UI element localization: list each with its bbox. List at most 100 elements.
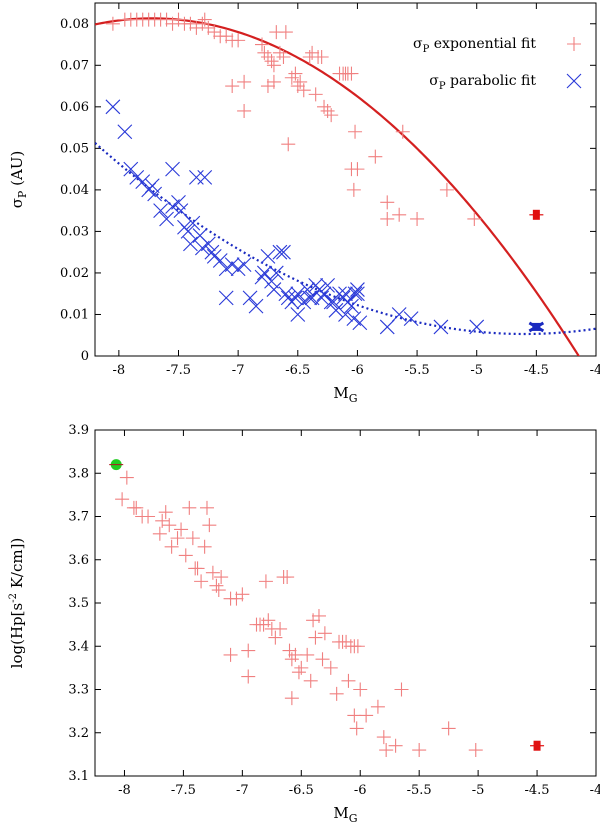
data-point <box>282 643 297 658</box>
data-point <box>211 583 226 598</box>
data-point <box>350 639 365 654</box>
x-tick-label: -4 <box>590 363 600 378</box>
data-point <box>237 103 252 118</box>
data-point <box>317 626 332 641</box>
data-point <box>320 103 335 118</box>
data-point <box>353 682 368 697</box>
y-tick-label: 3.1 <box>68 769 89 784</box>
legend-sub: P <box>439 81 446 92</box>
y-tick-label: 0.08 <box>60 17 89 32</box>
data-point <box>391 307 407 322</box>
data-point <box>329 686 344 701</box>
x-tick-label: -5 <box>472 783 485 798</box>
data-point <box>328 302 344 318</box>
data-point <box>379 319 395 335</box>
legend-swatch <box>566 73 582 89</box>
data-point <box>144 178 160 194</box>
data-point <box>296 294 312 310</box>
legend-sigma: σ <box>413 36 423 52</box>
data-point <box>164 539 179 554</box>
data-point <box>344 66 359 81</box>
data-point <box>338 307 353 322</box>
data-point <box>152 526 167 541</box>
data-point <box>410 211 425 226</box>
data-point <box>235 587 250 602</box>
data-point <box>171 12 186 27</box>
data-point <box>123 161 139 177</box>
data-point <box>273 621 288 636</box>
data-point <box>189 170 204 185</box>
data-point <box>288 647 303 662</box>
red-highlight-marker <box>533 740 541 751</box>
data-point <box>260 79 275 94</box>
plot-frame-2 <box>94 429 597 777</box>
green-highlight <box>109 459 124 471</box>
data-point <box>344 162 359 177</box>
y-axis-label-sigma: σ <box>8 198 26 208</box>
x-tick-label: -6.5 <box>289 783 314 798</box>
data-point <box>346 311 362 327</box>
legend-text: parabolic fit <box>446 73 537 89</box>
data-point <box>171 194 186 210</box>
data-point <box>288 290 303 306</box>
data-point <box>218 261 234 277</box>
y-tick-label: 3.8 <box>68 466 89 481</box>
data-point <box>197 539 212 554</box>
data-point <box>439 182 454 197</box>
data-point <box>291 665 306 680</box>
data-point <box>261 613 276 628</box>
data-point <box>441 721 456 736</box>
y-tick-label: 3.3 <box>68 683 89 698</box>
data-point <box>344 298 359 314</box>
y-axis-label: log(Hp[s-2 K/cm]) <box>8 538 26 669</box>
data-point <box>202 518 217 533</box>
series-plus-2 <box>115 470 483 758</box>
data-point <box>155 513 170 528</box>
data-point <box>159 211 174 227</box>
data-point <box>412 743 427 758</box>
legend-swatch <box>567 37 581 51</box>
data-point <box>272 244 288 260</box>
data-point <box>236 257 252 273</box>
x-axis-label: MG <box>333 384 357 405</box>
data-point <box>376 730 391 745</box>
data-point <box>135 174 151 189</box>
data-point <box>158 505 173 520</box>
x-axis-label-sub: G <box>349 392 358 405</box>
data-point <box>206 248 222 264</box>
series-plus-1 <box>105 12 482 226</box>
data-point <box>183 16 198 31</box>
data-point <box>241 643 256 658</box>
x-tick-label: -6 <box>354 783 367 798</box>
data-point <box>266 58 281 73</box>
data-point <box>119 470 134 485</box>
y-tick-label: 3.2 <box>68 726 89 741</box>
data-point <box>350 282 365 297</box>
data-point <box>162 518 177 533</box>
data-point <box>308 630 323 645</box>
data-point <box>159 12 174 27</box>
y-tick-label: 0.01 <box>60 307 89 322</box>
data-point <box>225 79 240 94</box>
data-point <box>147 186 163 202</box>
data-point <box>180 224 196 239</box>
data-point <box>469 319 485 335</box>
x-tick-label: -5.5 <box>405 363 430 378</box>
data-point <box>141 509 156 524</box>
series-cross-1 <box>105 99 485 335</box>
legend-marker <box>566 73 582 89</box>
data-point <box>281 137 296 152</box>
x-tick-label: -4 <box>590 783 600 798</box>
y-tick-label: 0.02 <box>60 266 89 281</box>
data-point <box>314 290 330 306</box>
data-point <box>153 203 168 219</box>
data-point <box>323 660 338 675</box>
data-point <box>199 500 214 515</box>
data-point <box>268 630 283 645</box>
data-point <box>293 74 308 89</box>
data-point <box>266 282 282 297</box>
data-point <box>370 699 385 714</box>
data-point <box>284 652 299 667</box>
data-point <box>299 282 315 297</box>
